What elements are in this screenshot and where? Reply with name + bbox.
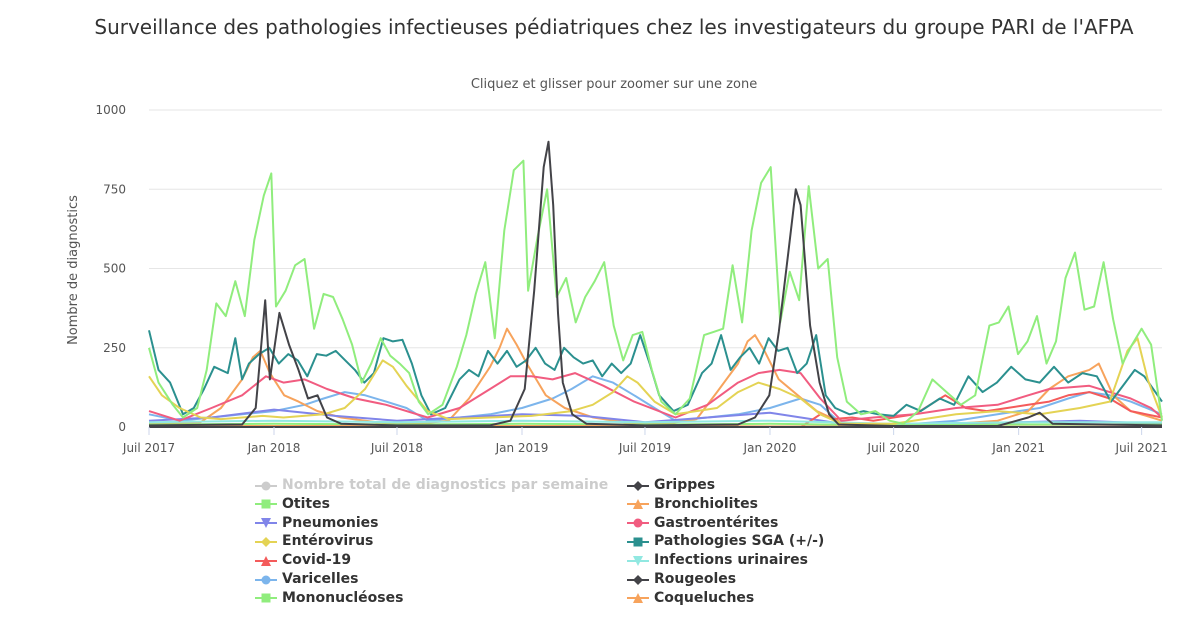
legend-item-varicelles[interactable]: Varicelles (255, 570, 358, 589)
legend-label: Rougeoles (654, 571, 737, 587)
y-axis-title: Nombre de diagnostics (66, 195, 81, 345)
legend-item-enterovirus[interactable]: Entérovirus (255, 532, 373, 551)
square-marker-icon (255, 591, 277, 605)
series-lines[interactable] (148, 140, 1163, 428)
legend-label: Covid-19 (282, 552, 352, 569)
circle-marker-icon (255, 479, 277, 493)
legend-item-pneumonies[interactable]: Pneumonies (255, 514, 379, 533)
y-tick-label: 1000 (95, 103, 126, 117)
legend-item-pathologies-sga[interactable]: Pathologies SGA (+/-) (627, 532, 824, 551)
legend-label: Infections urinaires (654, 552, 808, 569)
y-tick-label: 0 (118, 420, 126, 434)
legend-label: Coqueluches (654, 589, 755, 606)
legend-item-coqueluches[interactable]: Coqueluches (627, 589, 754, 608)
triangle-marker-icon (255, 554, 277, 568)
legend-item-grippes[interactable]: Grippes (627, 476, 715, 495)
series-line-infections-urinaires[interactable] (148, 419, 1162, 425)
square-marker-icon (255, 497, 277, 511)
x-tick-label: Juil 2019 (618, 441, 671, 455)
y-tick-label: 250 (103, 341, 126, 355)
circle-marker-icon (627, 516, 649, 530)
legend-item-bronchiolites[interactable]: Bronchiolites (627, 495, 758, 514)
legend-label: Varicelles (282, 571, 359, 587)
x-tick-label: Jan 2018 (247, 441, 301, 455)
x-tick-label: Jan 2019 (495, 441, 549, 455)
series-line-gastroenterites[interactable] (148, 368, 1163, 422)
legend-item-covid-19[interactable]: Covid-19 (255, 551, 351, 570)
x-axis: Juil 2017 Jan 2018 Juil 2018 Jan 2019 Juil 2… (122, 427, 1168, 455)
series-line-bronchiolites[interactable] (148, 327, 1163, 427)
legend-label: Pathologies SGA (+/-) (654, 533, 825, 550)
x-tick-label: Juil 2020 (867, 441, 920, 455)
diamond-marker-icon (627, 573, 649, 587)
square-marker-icon (627, 535, 649, 549)
series-line-varicelles[interactable] (148, 375, 1163, 427)
circle-marker-icon (255, 573, 277, 587)
y-axis: 0 250 500 750 1000 (95, 103, 126, 434)
chart-subtitle: Cliquez et glisser pour zoomer sur une z… (470, 77, 758, 92)
series-line-grippes[interactable] (148, 140, 1163, 427)
series-line-otites[interactable] (148, 159, 1163, 425)
legend-label: Gastroentérites (654, 514, 779, 531)
legend-item-gastroenterites[interactable]: Gastroentérites (627, 514, 778, 533)
legend-label: Mononucléoses (282, 589, 404, 606)
legend-item-otites[interactable]: Otites (255, 495, 330, 514)
x-tick-label: Jan 2020 (743, 441, 797, 455)
series-line-enterovirus[interactable] (148, 337, 1163, 425)
legend-label: Pneumonies (282, 514, 379, 531)
x-tick-label: Juil 2018 (370, 441, 423, 455)
triangle-down-marker-icon (255, 516, 277, 530)
x-tick-label: Jan 2021 (991, 441, 1045, 455)
legend-label: Bronchiolites (654, 495, 758, 512)
diamond-marker-icon (627, 479, 649, 493)
legend-item-infections-urinaires[interactable]: Infections urinaires (627, 551, 808, 570)
legend-item-mononucleoses[interactable]: Mononucléoses (255, 589, 403, 608)
x-tick-label: Juil 2021 (1115, 441, 1168, 455)
legend-label: Entérovirus (282, 533, 374, 550)
chart-plot-area[interactable]: Juil 2017 Jan 2018 Juil 2018 Jan 2019 Juil 2… (0, 0, 1200, 470)
triangle-marker-icon (627, 591, 649, 605)
triangle-marker-icon (627, 497, 649, 511)
legend-label: Nombre total de diagnostics par semaine (282, 477, 609, 493)
chart-title: Surveillance des pathologies infectieuse… (94, 15, 1134, 39)
diamond-marker-icon (255, 535, 277, 549)
x-tick-label: Juil 2017 (122, 441, 175, 455)
legend-item-rougeoles[interactable]: Rougeoles (627, 570, 736, 589)
legend-label: Otites (282, 495, 330, 512)
legend-item-nombre-total-de-diagnostics-par-semaine[interactable]: Nombre total de diagnostics par semaine (255, 476, 608, 495)
y-tick-label: 500 (103, 262, 126, 276)
legend-label: Grippes (654, 477, 716, 493)
triangle-down-marker-icon (627, 554, 649, 568)
y-tick-label: 750 (103, 182, 126, 196)
series-line-pathologies-sga[interactable] (148, 330, 1163, 417)
